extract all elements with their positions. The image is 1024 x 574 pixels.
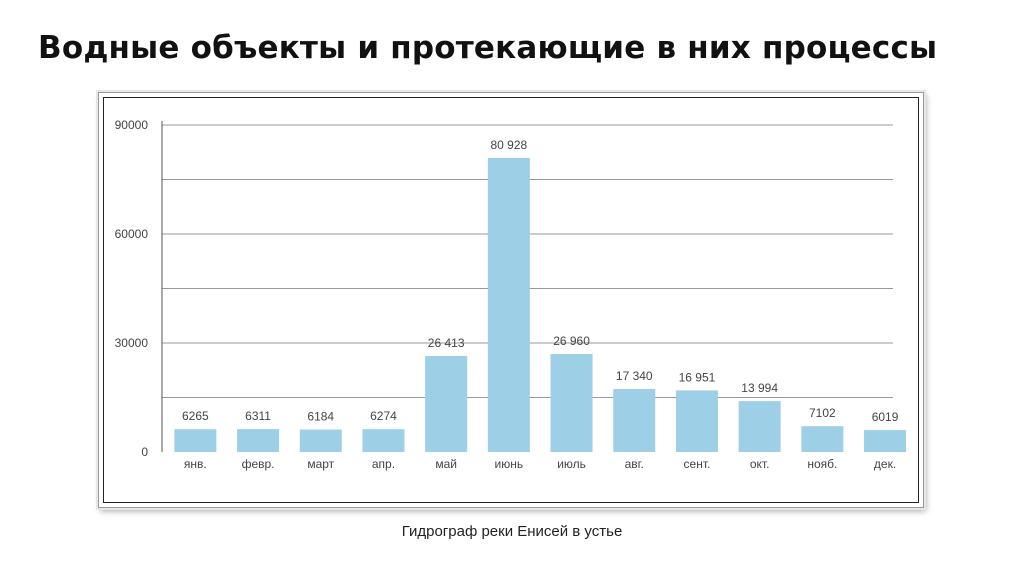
x-category-label: май: [435, 457, 457, 471]
bar-value-label: 26 413: [428, 336, 465, 350]
bar: [487, 157, 530, 452]
bar-value-label: 6265: [182, 409, 209, 423]
bar-chart: 0 30000 60000 90000 6265 янв. 6311 февр. 6184 мар…: [115, 118, 907, 471]
x-category-label: июнь: [495, 457, 524, 471]
bar-value-label: 6274: [370, 409, 397, 423]
y-tick-label: 60000: [115, 227, 149, 241]
y-tick-label: 30000: [115, 336, 149, 350]
bar-value-label: 80 928: [490, 138, 527, 152]
y-tick-label: 0: [141, 445, 148, 459]
bar: [801, 426, 844, 452]
bar: [299, 429, 342, 452]
x-category-label: март: [307, 457, 334, 471]
bar: [550, 354, 593, 452]
bar-value-label: 17 340: [616, 369, 653, 383]
chart-caption: Гидрограф реки Енисей в устье: [401, 523, 623, 540]
x-category-label: апр.: [372, 457, 395, 471]
bar: [613, 388, 656, 452]
chart-frame: 0 30000 60000 90000 6265 янв. 6311 февр. 6184 мар…: [98, 92, 924, 508]
bar: [362, 429, 405, 452]
bar-value-label: 7102: [809, 406, 836, 420]
slide-title: Водные объекты и протекающие в них проце…: [38, 30, 938, 66]
bar: [174, 429, 217, 452]
bar: [675, 390, 718, 452]
bar-value-label: 26 960: [553, 334, 590, 348]
x-category-label: дек.: [874, 457, 896, 471]
bar: [864, 430, 907, 452]
x-category-label: нояб.: [807, 457, 837, 471]
bar: [738, 401, 781, 452]
bar: [425, 356, 468, 452]
bar-value-label: 6311: [245, 409, 271, 423]
y-tick-label: 90000: [115, 118, 149, 132]
x-category-label: июль: [557, 457, 586, 471]
bar-value-label: 6019: [872, 410, 899, 424]
x-category-label: февр.: [242, 457, 275, 471]
bar-value-label: 16 951: [679, 370, 716, 384]
bar-value-label: 13 994: [741, 381, 778, 395]
x-category-label: авг.: [625, 457, 644, 471]
bar: [237, 429, 280, 452]
x-category-label: окт.: [750, 457, 770, 471]
x-category-label: сент.: [684, 457, 711, 471]
x-category-label: янв.: [184, 457, 207, 471]
bar-value-label: 6184: [307, 410, 334, 424]
